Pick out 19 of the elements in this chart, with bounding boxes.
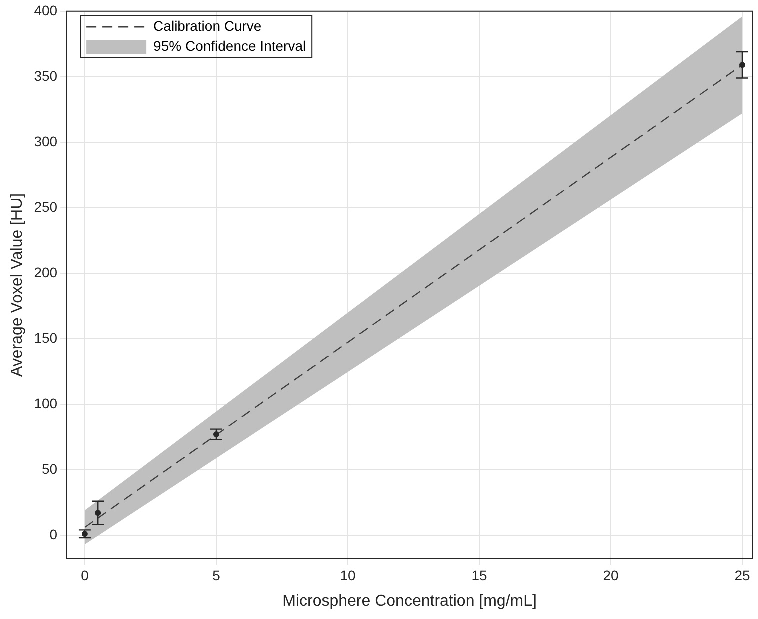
y-tick-label: 150 (34, 330, 58, 346)
y-tick-label: 100 (34, 395, 58, 412)
y-tick-label: 0 (50, 526, 58, 542)
x-tick-label: 0 (81, 567, 90, 584)
x-tick-label: 15 (472, 567, 488, 584)
x-tick-label: 10 (340, 567, 356, 584)
y-tick-label: 200 (34, 264, 58, 280)
y-tick-label: 400 (34, 2, 58, 18)
legend-label: 95% Confidence Interval (154, 38, 306, 54)
x-axis-title: Microsphere Concentration [mg/mL] (282, 592, 537, 610)
y-axis-title: Average Voxel Value [HU] (9, 193, 26, 377)
x-tick-label: 20 (603, 567, 619, 584)
y-tick-label: 350 (34, 68, 58, 84)
y-tick-label: 50 (42, 460, 58, 477)
y-tick-label: 300 (34, 133, 58, 150)
x-tick-label: 5 (212, 567, 221, 584)
y-tick-label: 250 (34, 198, 58, 215)
legend-label: Calibration Curve (154, 18, 262, 34)
x-tick-label: 25 (734, 567, 750, 584)
